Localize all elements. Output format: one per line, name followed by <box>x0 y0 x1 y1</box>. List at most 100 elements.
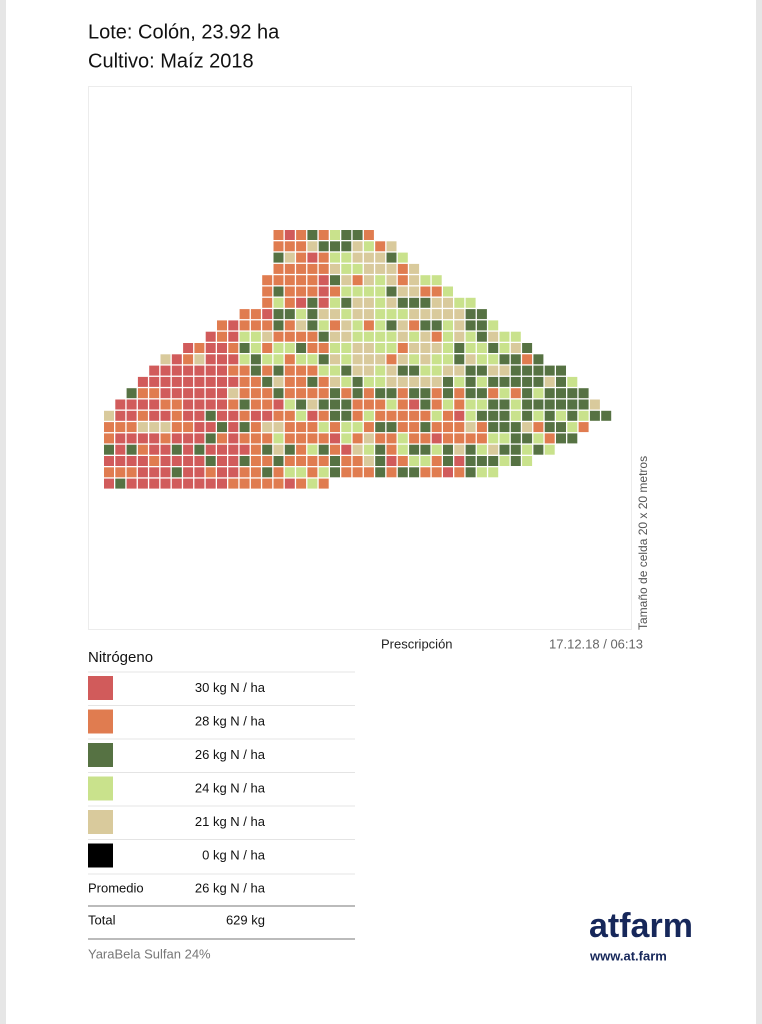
map-cell <box>330 230 340 240</box>
map-cell <box>262 320 273 331</box>
map-cell <box>296 263 307 274</box>
map-cell <box>341 399 352 410</box>
map-cell <box>183 388 194 399</box>
map-cell <box>273 309 284 320</box>
map-cell <box>330 320 340 331</box>
map-cell <box>217 388 227 399</box>
legend-swatch <box>88 843 113 868</box>
map-cell <box>499 388 510 399</box>
map-cell <box>149 444 160 455</box>
map-cell <box>386 399 397 410</box>
map-cell <box>409 365 420 376</box>
map-cell <box>420 297 431 308</box>
map-cell <box>239 467 250 478</box>
map-cell <box>273 433 284 444</box>
map-cell <box>386 252 397 263</box>
map-cell <box>137 388 148 399</box>
map-cell <box>205 433 216 444</box>
map-cell <box>420 331 431 342</box>
map-cell <box>330 433 340 444</box>
map-cell <box>375 376 386 387</box>
map-cell <box>363 444 374 455</box>
map-cell <box>307 275 318 286</box>
map-cell <box>262 354 273 365</box>
map-cell <box>431 422 442 433</box>
map-cell <box>533 354 544 365</box>
map-cell <box>318 388 329 399</box>
map-cell <box>386 354 397 365</box>
map-cell <box>160 444 171 455</box>
map-cell <box>443 354 453 365</box>
url[interactable]: www.at.farm <box>589 948 667 963</box>
map-cell <box>510 376 521 387</box>
map-cell <box>217 478 227 489</box>
map-cell <box>273 354 284 365</box>
map-cell <box>330 410 340 421</box>
map-cell <box>443 286 453 297</box>
map-cell <box>228 388 239 399</box>
map-cell <box>352 263 363 274</box>
map-cell <box>115 467 126 478</box>
map-cell <box>409 297 420 308</box>
map-cell <box>296 309 307 320</box>
map-cell <box>567 376 578 387</box>
map-cell <box>375 241 386 252</box>
map-cell <box>488 399 499 410</box>
map-cell <box>194 376 205 387</box>
map-cell <box>476 376 487 387</box>
map-cell <box>375 286 386 297</box>
map-cell <box>228 399 239 410</box>
map-cell <box>183 410 194 421</box>
map-cell <box>465 444 476 455</box>
map-cell <box>420 343 431 353</box>
map-cell <box>522 422 533 433</box>
map-cell <box>284 478 295 489</box>
map-cell <box>341 252 352 263</box>
map-cell <box>318 433 329 444</box>
map-cell <box>126 444 137 455</box>
map-cell <box>386 263 397 274</box>
map-cell <box>284 376 295 387</box>
map-cell <box>318 230 329 240</box>
timestamp: 17.12.18 / 06:13 <box>549 636 643 651</box>
map-cell <box>149 410 160 421</box>
map-cell <box>126 467 137 478</box>
map-cell <box>397 275 408 286</box>
map-cell <box>284 263 295 274</box>
map-cell <box>115 433 126 444</box>
map-cell <box>307 320 318 331</box>
map-cell <box>330 456 340 466</box>
map-cell <box>228 478 239 489</box>
map-cell <box>171 399 182 410</box>
map-cell <box>239 376 250 387</box>
map-cell <box>296 467 307 478</box>
map-cell <box>386 456 397 466</box>
map-cell <box>171 444 182 455</box>
legend: 30 kg N / ha 28 kg N / ha 26 kg N / ha 24 k… <box>88 671 355 875</box>
map-cell <box>556 388 566 399</box>
map-cell <box>284 275 295 286</box>
map-cell <box>443 297 453 308</box>
map-cell <box>160 422 171 433</box>
map-cell <box>262 297 273 308</box>
map-cell <box>386 286 397 297</box>
map-cell <box>250 456 261 466</box>
map-cell <box>284 230 295 240</box>
map-cell <box>397 320 408 331</box>
map-cell <box>171 433 182 444</box>
map-cell <box>205 376 216 387</box>
map-cell <box>273 365 284 376</box>
map-cell <box>386 343 397 353</box>
map-cell <box>454 354 465 365</box>
map-cell <box>171 365 182 376</box>
map-cell <box>386 309 397 320</box>
map-cell <box>262 467 273 478</box>
map-cell <box>465 320 476 331</box>
map-cell <box>375 297 386 308</box>
map-cell <box>307 331 318 342</box>
map-cell <box>352 399 363 410</box>
map-cell <box>284 331 295 342</box>
map-cell <box>431 309 442 320</box>
map-cell <box>217 399 227 410</box>
